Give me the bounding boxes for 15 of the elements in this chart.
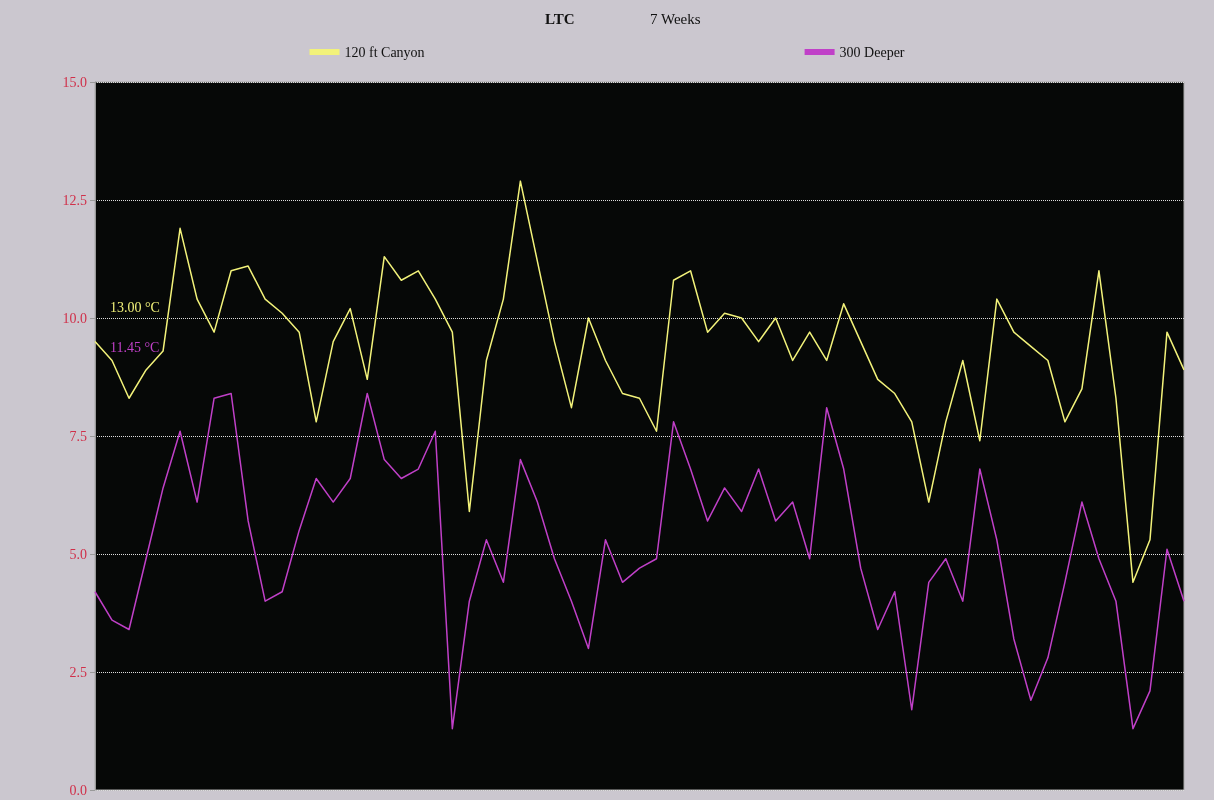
- legend-label: 300 Deeper: [839, 44, 905, 60]
- annotation: 13.00 °C: [110, 299, 160, 315]
- chart-subtitle: 7 Weeks: [650, 10, 701, 27]
- legend-label: 120 ft Canyon: [344, 44, 425, 60]
- chart-title: LTC: [545, 10, 575, 27]
- line-series: [94, 180, 1185, 584]
- y-tick-label: 0.0: [69, 782, 87, 798]
- y-tick-label: 5.0: [69, 546, 87, 562]
- annotation: 11.45 °C: [110, 339, 160, 355]
- y-tick-label: 7.5: [69, 428, 87, 444]
- y-tick-label: 2.5: [69, 664, 87, 680]
- line-series: [94, 392, 1185, 730]
- y-tick-label: 12.5: [62, 192, 87, 208]
- y-tick-label: 15.0: [62, 74, 87, 90]
- y-tick-label: 10.0: [62, 310, 87, 326]
